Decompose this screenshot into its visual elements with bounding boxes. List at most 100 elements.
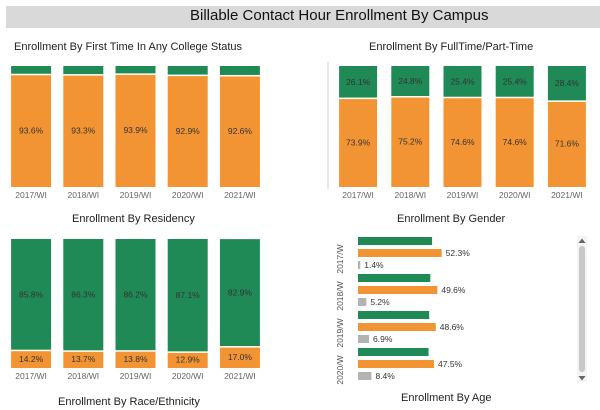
data-label: 73.9%	[346, 137, 371, 147]
bar-segment-in-district[interactable]	[115, 239, 156, 351]
gender-scrollbar[interactable]	[577, 236, 587, 382]
bar-segment-unknown[interactable]	[358, 261, 361, 269]
data-label: 87.1%	[176, 290, 201, 300]
data-label: 71.6%	[555, 139, 580, 149]
bar-segment-first-time[interactable]	[11, 75, 52, 187]
data-label: 25.4%	[450, 76, 475, 86]
data-label: 49.6%	[441, 285, 466, 295]
bar-segment-female[interactable]	[358, 360, 434, 368]
data-label: 28.4%	[555, 78, 580, 88]
bar-segment-other[interactable]	[63, 66, 104, 75]
x-tick-label: 2017/WI	[15, 371, 47, 381]
x-tick-label: 2019/WI	[447, 190, 479, 200]
bar-segment-part-time[interactable]	[443, 98, 482, 187]
bar-segment-first-time[interactable]	[167, 76, 208, 187]
bar-segment-first-time[interactable]	[63, 75, 104, 187]
y-tick-label: 2019/W	[335, 318, 345, 347]
chart-title-fulltime: Enrollment By FullTime/Part-Time	[369, 41, 534, 53]
x-tick-label: 2021/WI	[551, 190, 583, 200]
scroll-down-icon[interactable]	[578, 376, 586, 381]
bar-segment-full-time[interactable]	[391, 66, 430, 97]
bar-segment-out-district[interactable]	[63, 351, 104, 368]
x-tick-label: 2019/WI	[120, 371, 152, 381]
dashboard-header	[6, 6, 600, 28]
bar-segment-out-district[interactable]	[219, 347, 260, 368]
chart-title-age: Enrollment By Age	[401, 392, 492, 404]
data-label: 93.9%	[123, 125, 148, 135]
bar-segment-out-district[interactable]	[167, 352, 208, 368]
data-label: 5.2%	[370, 297, 390, 307]
bar-segment-in-district[interactable]	[11, 239, 52, 350]
data-label: 92.9%	[176, 126, 201, 136]
data-label: 26.1%	[346, 77, 371, 87]
data-label: 85.8%	[19, 289, 44, 299]
data-label: 52.3%	[446, 248, 471, 258]
bar-segment-first-time[interactable]	[115, 74, 156, 187]
bar-segment-female[interactable]	[358, 286, 438, 294]
data-label: 24.8%	[398, 76, 423, 86]
bar-segment-other[interactable]	[115, 66, 156, 74]
bar-segment-male[interactable]	[358, 274, 431, 282]
data-label: 86.3%	[71, 290, 96, 300]
data-label: 1.4%	[364, 260, 384, 270]
bar-segment-first-time[interactable]	[219, 76, 260, 187]
x-tick-label: 2018/WI	[394, 190, 426, 200]
x-tick-label: 2020/WI	[499, 190, 531, 200]
bar-segment-other[interactable]	[167, 66, 208, 75]
data-label: 12.9%	[176, 355, 201, 365]
bar-segment-other[interactable]	[219, 66, 260, 75]
bar-segment-part-time[interactable]	[339, 99, 378, 187]
bar-segment-part-time[interactable]	[495, 98, 534, 187]
chart-title-gender: Enrollment By Gender	[397, 213, 506, 225]
scrollbar-thumb[interactable]	[579, 246, 585, 372]
data-label: 6.9%	[373, 334, 393, 344]
bar-segment-out-district[interactable]	[115, 351, 156, 368]
x-tick-label: 2021/WI	[224, 371, 256, 381]
bar-segment-full-time[interactable]	[339, 66, 378, 98]
data-label: 75.2%	[398, 137, 423, 147]
bar-segment-unknown[interactable]	[358, 372, 372, 380]
bar-segment-full-time[interactable]	[495, 66, 534, 97]
bar-segment-unknown[interactable]	[358, 335, 370, 343]
bar-segment-in-district[interactable]	[167, 239, 208, 352]
x-tick-label: 2019/WI	[120, 190, 152, 200]
bar-segment-in-district[interactable]	[219, 239, 260, 347]
data-label: 25.4%	[503, 76, 528, 86]
data-label: 17.0%	[228, 352, 253, 362]
data-label: 14.2%	[19, 354, 44, 364]
y-tick-label: 2018/W	[335, 281, 345, 310]
data-label: 82.9%	[228, 288, 253, 298]
bar-segment-in-district[interactable]	[63, 239, 104, 351]
bar-segment-female[interactable]	[358, 249, 442, 257]
x-tick-label: 2020/WI	[172, 371, 204, 381]
data-label: 93.6%	[19, 125, 44, 135]
x-tick-label: 2017/WI	[342, 190, 374, 200]
bar-segment-part-time[interactable]	[547, 101, 586, 187]
bar-segment-part-time[interactable]	[391, 97, 430, 187]
data-label: 86.2%	[123, 290, 148, 300]
data-label: 47.5%	[438, 359, 463, 369]
x-tick-label: 2021/WI	[224, 190, 256, 200]
bar-segment-male[interactable]	[358, 348, 429, 356]
bar-segment-other[interactable]	[11, 66, 52, 74]
bar-segment-female[interactable]	[358, 323, 436, 331]
bar-segment-full-time[interactable]	[547, 66, 586, 101]
x-tick-label: 2020/WI	[172, 190, 204, 200]
data-label: 48.6%	[440, 322, 465, 332]
x-tick-label: 2018/WI	[67, 190, 99, 200]
data-label: 8.4%	[375, 371, 395, 381]
data-label: 92.6%	[228, 126, 253, 136]
x-tick-label: 2017/WI	[15, 190, 47, 200]
chart-title-first-time: Enrollment By First Time In Any College …	[14, 41, 243, 53]
y-tick-label: 2017/W	[335, 244, 345, 273]
scroll-up-icon[interactable]	[578, 238, 586, 244]
bar-segment-male[interactable]	[358, 311, 430, 319]
chart-title-race: Enrollment By Race/Ethnicity	[58, 396, 200, 408]
data-label: 74.6%	[503, 137, 528, 147]
bar-segment-unknown[interactable]	[358, 298, 367, 306]
data-label: 13.8%	[123, 354, 148, 364]
bar-segment-out-district[interactable]	[11, 351, 52, 368]
y-tick-label: 2020/W	[335, 355, 345, 384]
bar-segment-full-time[interactable]	[443, 66, 482, 97]
bar-segment-male[interactable]	[358, 237, 433, 245]
